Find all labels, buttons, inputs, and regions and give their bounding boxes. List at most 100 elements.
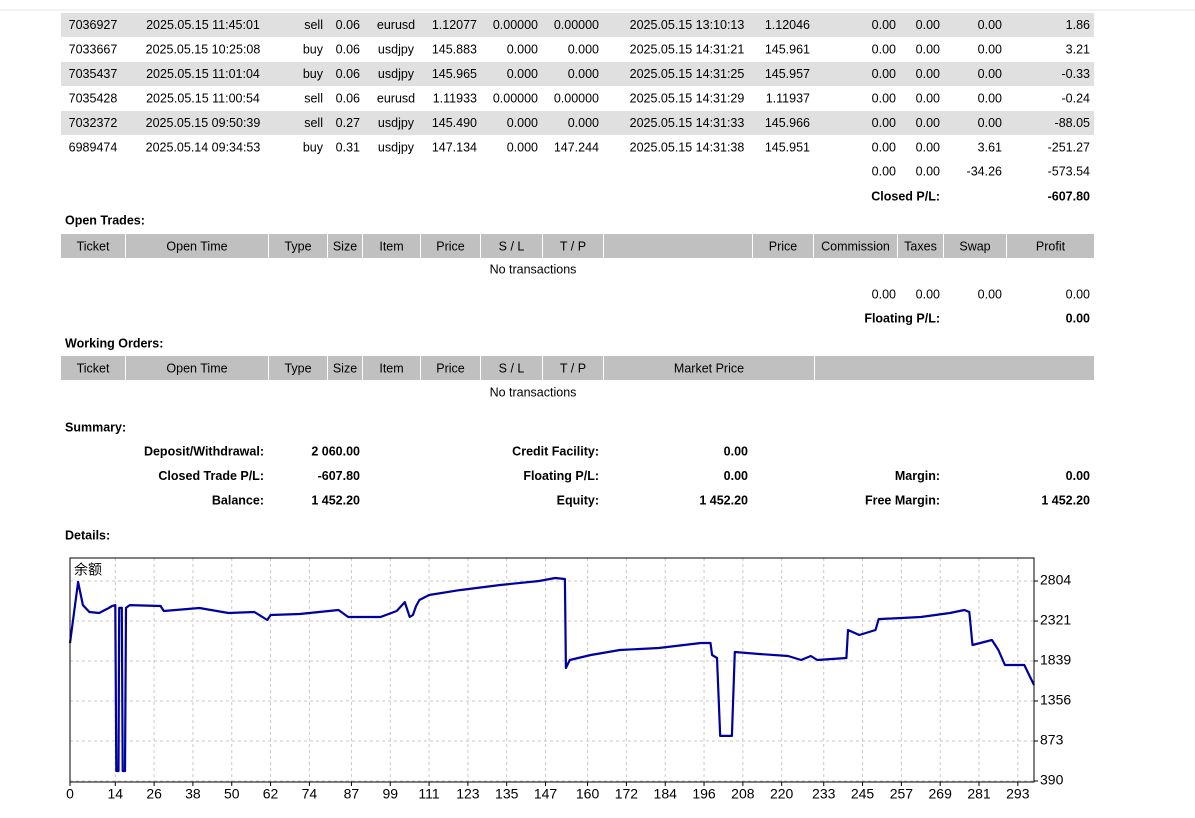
cell: sell [304, 18, 323, 32]
cell: usdjpy [378, 67, 415, 81]
header-cell [363, 234, 420, 258]
total: 0.00 [872, 164, 896, 178]
x-tick-label: 281 [967, 786, 991, 802]
header-cell [814, 234, 897, 258]
cell: 0.00 [872, 116, 896, 130]
summary-label: Margin: [895, 469, 940, 483]
header-cell [61, 356, 125, 380]
cell: 0.06 [336, 91, 360, 105]
section-title: Details: [65, 528, 110, 542]
header-cell [363, 356, 420, 380]
summary-value: 1 452.20 [311, 493, 360, 507]
summary-value: 2 060.00 [311, 444, 360, 458]
total: 0.00 [978, 287, 1002, 301]
summary-value: 1 452.20 [699, 493, 748, 507]
section-title: Open Trades: [65, 213, 145, 227]
cell: 2025.05.15 14:31:33 [630, 116, 745, 130]
top-strip [0, 0, 1195, 10]
cell: 145.957 [765, 67, 810, 81]
cell: 1.12077 [432, 18, 477, 32]
summary-label: Deposit/Withdrawal: [144, 444, 264, 458]
summary-label: Credit Facility: [512, 444, 599, 458]
cell: buy [303, 67, 324, 81]
pl-label: Closed P/L: [871, 189, 940, 203]
cell: 0.31 [336, 140, 360, 154]
header-label: T / P [560, 361, 586, 375]
cell: 7035437 [69, 67, 118, 81]
cell: eurusd [377, 91, 415, 105]
header-label: Taxes [904, 239, 937, 253]
x-tick-label: 14 [107, 786, 123, 802]
header-label: Item [379, 239, 403, 253]
cell: 3.61 [978, 140, 1002, 154]
total: 0.00 [1066, 287, 1090, 301]
header-label: Item [379, 361, 403, 375]
cell: 145.951 [765, 140, 810, 154]
header-label: T / P [560, 239, 586, 253]
x-tick-label: 99 [382, 786, 398, 802]
x-tick-label: 123 [456, 786, 480, 802]
x-tick-label: 74 [302, 786, 318, 802]
cell: 145.966 [765, 116, 810, 130]
cell: 145.490 [432, 116, 477, 130]
section-title: Summary: [65, 420, 126, 434]
cell: 1.86 [1066, 18, 1090, 32]
x-tick-label: 135 [495, 786, 519, 802]
cell: 0.00 [978, 67, 1002, 81]
cell: -0.33 [1062, 67, 1091, 81]
total: 0.00 [916, 164, 940, 178]
cell: 0.000 [568, 116, 599, 130]
header-cell [604, 234, 752, 258]
cell: 145.965 [432, 67, 477, 81]
y-tick-label: 1839 [1040, 652, 1071, 668]
header-label: Size [333, 239, 357, 253]
header-cell [421, 234, 480, 258]
header-cell [481, 234, 542, 258]
header-label: Swap [959, 239, 990, 253]
pl-label: Floating P/L: [864, 311, 940, 325]
cell: 1.12046 [765, 18, 810, 32]
summary-value: 0.00 [724, 444, 748, 458]
header-cell [604, 356, 814, 380]
plot-area [70, 558, 1034, 782]
y-tick-label: 2321 [1040, 612, 1071, 628]
header-cell [269, 356, 327, 380]
x-tick-label: 50 [224, 786, 240, 802]
x-tick-label: 245 [851, 786, 875, 802]
x-tick-label: 257 [890, 786, 914, 802]
cell: 0.00 [978, 18, 1002, 32]
header-label: Size [333, 361, 357, 375]
cell: 147.134 [432, 140, 477, 154]
cell: 2025.05.15 10:25:08 [146, 42, 261, 56]
summary-label: Floating P/L: [523, 469, 599, 483]
x-tick-label: 184 [654, 786, 678, 802]
summary-value: -607.80 [318, 469, 360, 483]
total: 0.00 [872, 287, 896, 301]
y-tick-label: 1356 [1040, 692, 1071, 708]
summary-label: Free Margin: [865, 493, 940, 507]
x-tick-label: 196 [692, 786, 716, 802]
cell: 0.000 [507, 116, 538, 130]
header-label: S / L [499, 361, 525, 375]
x-tick-label: 208 [731, 786, 755, 802]
header-cell [61, 234, 125, 258]
cell: -88.05 [1055, 116, 1090, 130]
header-label: Ticket [77, 361, 110, 375]
cell: 0.00 [872, 91, 896, 105]
header-cell [269, 234, 327, 258]
x-tick-label: 62 [263, 786, 279, 802]
plot-frame [69, 557, 1035, 783]
row-bg [61, 13, 1094, 37]
cell: -251.27 [1048, 140, 1090, 154]
summary-label: Equity: [557, 493, 599, 507]
header-cell [898, 234, 943, 258]
cell: 2025.05.15 09:50:39 [146, 116, 261, 130]
cell: 0.00 [916, 91, 940, 105]
x-tick-label: 293 [1006, 786, 1030, 802]
cell: 2025.05.15 11:00:54 [146, 91, 260, 105]
cell: 7035428 [69, 91, 118, 105]
x-tick-label: 220 [770, 786, 794, 802]
cell: 0.00 [916, 18, 940, 32]
header-cell [543, 234, 603, 258]
